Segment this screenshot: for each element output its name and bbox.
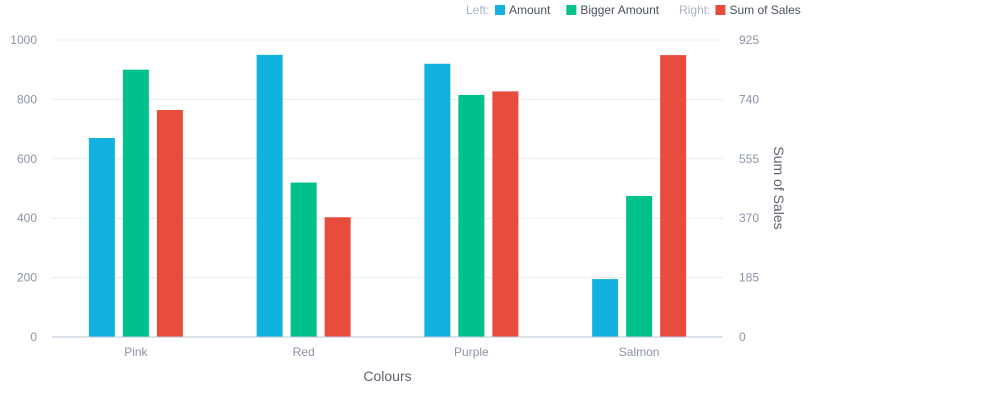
bar <box>492 91 519 337</box>
bar <box>626 195 653 337</box>
legend-right-label: Right: <box>679 3 710 17</box>
bar <box>424 63 451 337</box>
right-tick-label: 925 <box>739 33 759 47</box>
bar <box>592 279 619 337</box>
left-tick-label: 800 <box>17 92 37 106</box>
right-tick-label: 740 <box>739 92 759 106</box>
right-axis-title: Sum of Sales <box>771 146 787 229</box>
bar <box>122 69 149 337</box>
left-tick-label: 400 <box>17 211 37 225</box>
right-tick-label: 185 <box>739 271 759 285</box>
bar <box>324 217 351 337</box>
right-tick-label: 0 <box>739 330 746 344</box>
bar <box>156 109 183 338</box>
x-tick-label: Purple <box>454 345 489 359</box>
x-tick-label: Salmon <box>619 345 660 359</box>
right-tick-label: 555 <box>739 152 759 166</box>
legend: Left: Right: Amount Bigger Amount Sum of S… <box>466 3 801 17</box>
legend-swatch <box>566 5 577 15</box>
bars <box>88 54 687 338</box>
legend-swatch <box>715 5 726 15</box>
bar <box>256 54 283 337</box>
left-tick-label: 1000 <box>10 33 37 47</box>
x-tick-label: Pink <box>124 345 148 359</box>
x-axis-title: Colours <box>363 368 411 384</box>
left-axis-ticks: 0 200 400 600 800 1000 <box>10 33 37 344</box>
x-tick-label: Red <box>293 345 315 359</box>
x-axis-ticks: Pink Red Purple Salmon <box>124 345 659 359</box>
bar <box>88 138 115 337</box>
left-tick-label: 0 <box>30 330 37 344</box>
right-axis-ticks: 0 185 370 555 740 925 <box>739 33 759 344</box>
bar <box>290 182 317 337</box>
legend-item-label: Amount <box>509 3 551 17</box>
bar <box>660 55 687 337</box>
bar <box>458 94 485 337</box>
left-tick-label: 600 <box>17 152 37 166</box>
legend-left-label: Left: <box>466 3 489 17</box>
legend-swatch <box>495 5 505 15</box>
legend-item-label: Sum of Sales <box>729 3 800 17</box>
gridlines <box>52 39 723 279</box>
left-tick-label: 200 <box>17 271 37 285</box>
legend-item-label: Bigger Amount <box>580 3 659 17</box>
right-tick-label: 370 <box>739 211 759 225</box>
